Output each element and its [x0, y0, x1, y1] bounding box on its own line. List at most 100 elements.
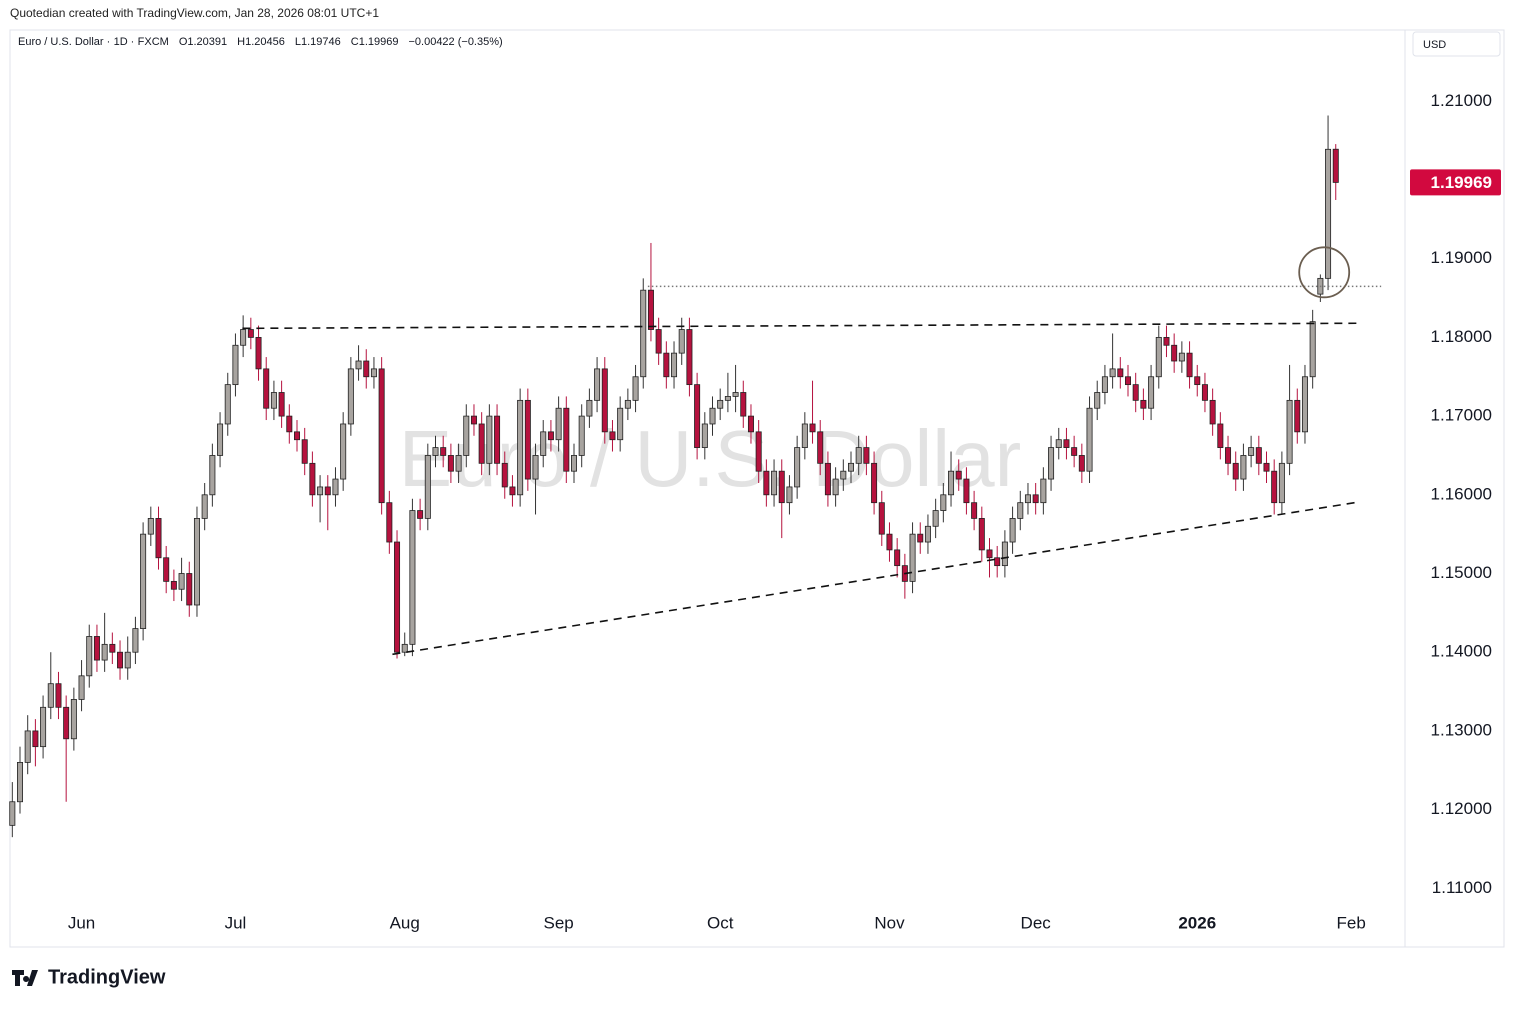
candle-body [1117, 368, 1124, 378]
candle-body [1024, 494, 1031, 504]
currency-box[interactable] [1412, 31, 1501, 57]
y-tick-label: 1.12000 [1431, 799, 1492, 818]
candle-body [278, 392, 285, 417]
candle-body [778, 470, 785, 504]
candle-body [1301, 376, 1308, 433]
candle-body [917, 533, 924, 543]
source: FXCM [138, 36, 169, 48]
candle-body [1325, 148, 1332, 279]
y-tick-label: 1.13000 [1431, 720, 1492, 739]
candle-body [463, 415, 470, 456]
candle-body [86, 636, 93, 677]
candle-body [647, 289, 654, 330]
candle-body [201, 494, 208, 519]
candle-body [771, 470, 778, 496]
candle-body [509, 486, 516, 496]
candle-body [1294, 399, 1301, 433]
candle-body [294, 431, 301, 441]
candle-body [555, 407, 562, 441]
candle-body [640, 289, 647, 378]
candle-body [794, 447, 801, 488]
candle-body [1148, 376, 1155, 409]
y-tick-label: 1.14000 [1431, 642, 1492, 661]
candle-body [1063, 439, 1070, 448]
candle-body [340, 423, 347, 480]
y-tick-label: 1.16000 [1431, 484, 1492, 503]
candle-body [863, 447, 870, 464]
chart-frame [9, 29, 1505, 948]
candle-body [832, 478, 839, 496]
candle-body [178, 573, 185, 590]
candle-body [948, 470, 955, 496]
candle-body [124, 651, 131, 669]
candle-body [1140, 399, 1147, 409]
candle-body [470, 415, 477, 425]
x-tick-label: 2026 [1178, 913, 1216, 932]
x-tick-label: Aug [390, 913, 420, 932]
highlight-circle [1298, 246, 1351, 299]
candle-body [186, 573, 193, 606]
candle-body [1055, 439, 1062, 448]
candle-body [1125, 376, 1132, 386]
candle-body [424, 455, 431, 519]
candle-body [632, 376, 639, 401]
candle-body [1309, 321, 1316, 378]
candle-body [1263, 462, 1270, 472]
candle-body [1001, 541, 1008, 567]
candle-body [601, 368, 608, 433]
y-tick-label: 1.17000 [1431, 406, 1492, 425]
candle-body [386, 502, 393, 543]
y-tick-label: 1.19000 [1431, 248, 1492, 267]
last-price-label: 1.19969 [1431, 173, 1492, 192]
ohlc-value: −0.00422 (−0.35%) [408, 36, 502, 48]
symbol: Euro / U.S. Dollar [18, 36, 104, 48]
candle-body [78, 675, 85, 700]
candle-body [878, 502, 885, 535]
candle-body [447, 455, 454, 472]
candle-body [563, 407, 570, 472]
candle-body [1255, 447, 1262, 464]
candle-body [47, 683, 54, 708]
candle-body [1163, 336, 1170, 346]
candle-body [147, 518, 154, 535]
candle-body [732, 392, 739, 397]
legend-header: Euro / U.S. Dollar · 1D · FXCM O1.20391 H1.20… [18, 36, 503, 48]
candle-body [978, 518, 985, 551]
candle-body [671, 352, 678, 378]
candle-body [932, 510, 939, 527]
ohlc-value: O1.20391 [179, 36, 227, 48]
candle-body [1071, 447, 1078, 456]
candle-body [32, 730, 39, 748]
candle-body [332, 478, 339, 496]
candle-body [1178, 352, 1185, 362]
candle-body [624, 399, 631, 409]
candle-body [840, 470, 847, 480]
candle-body [132, 628, 139, 653]
candle-body [694, 384, 701, 448]
candle-body [9, 801, 16, 826]
credit: Quotedian created with TradingView.com, … [10, 6, 379, 20]
candle-body [594, 368, 601, 401]
candle-body [955, 470, 962, 480]
trendline [392, 501, 1358, 656]
candle-body [409, 510, 416, 645]
candle-body [301, 439, 308, 464]
candle-body [747, 415, 754, 433]
y-tick-label: 1.11000 [1432, 878, 1492, 897]
candle-body [717, 399, 724, 409]
candle-body [786, 486, 793, 504]
last-price-box [1410, 169, 1501, 196]
candle-body [678, 329, 685, 354]
candle-body [871, 462, 878, 504]
candle-body [1101, 376, 1108, 393]
candle-body [1217, 423, 1224, 448]
candle-body [140, 533, 147, 630]
candle-body [894, 549, 901, 567]
x-tick-label: Sep [543, 913, 573, 932]
candle-body [224, 384, 231, 425]
candle-body [886, 533, 893, 551]
x-tick-label: Feb [1336, 913, 1365, 932]
candle-body [617, 407, 624, 441]
candle-body [1286, 399, 1293, 464]
